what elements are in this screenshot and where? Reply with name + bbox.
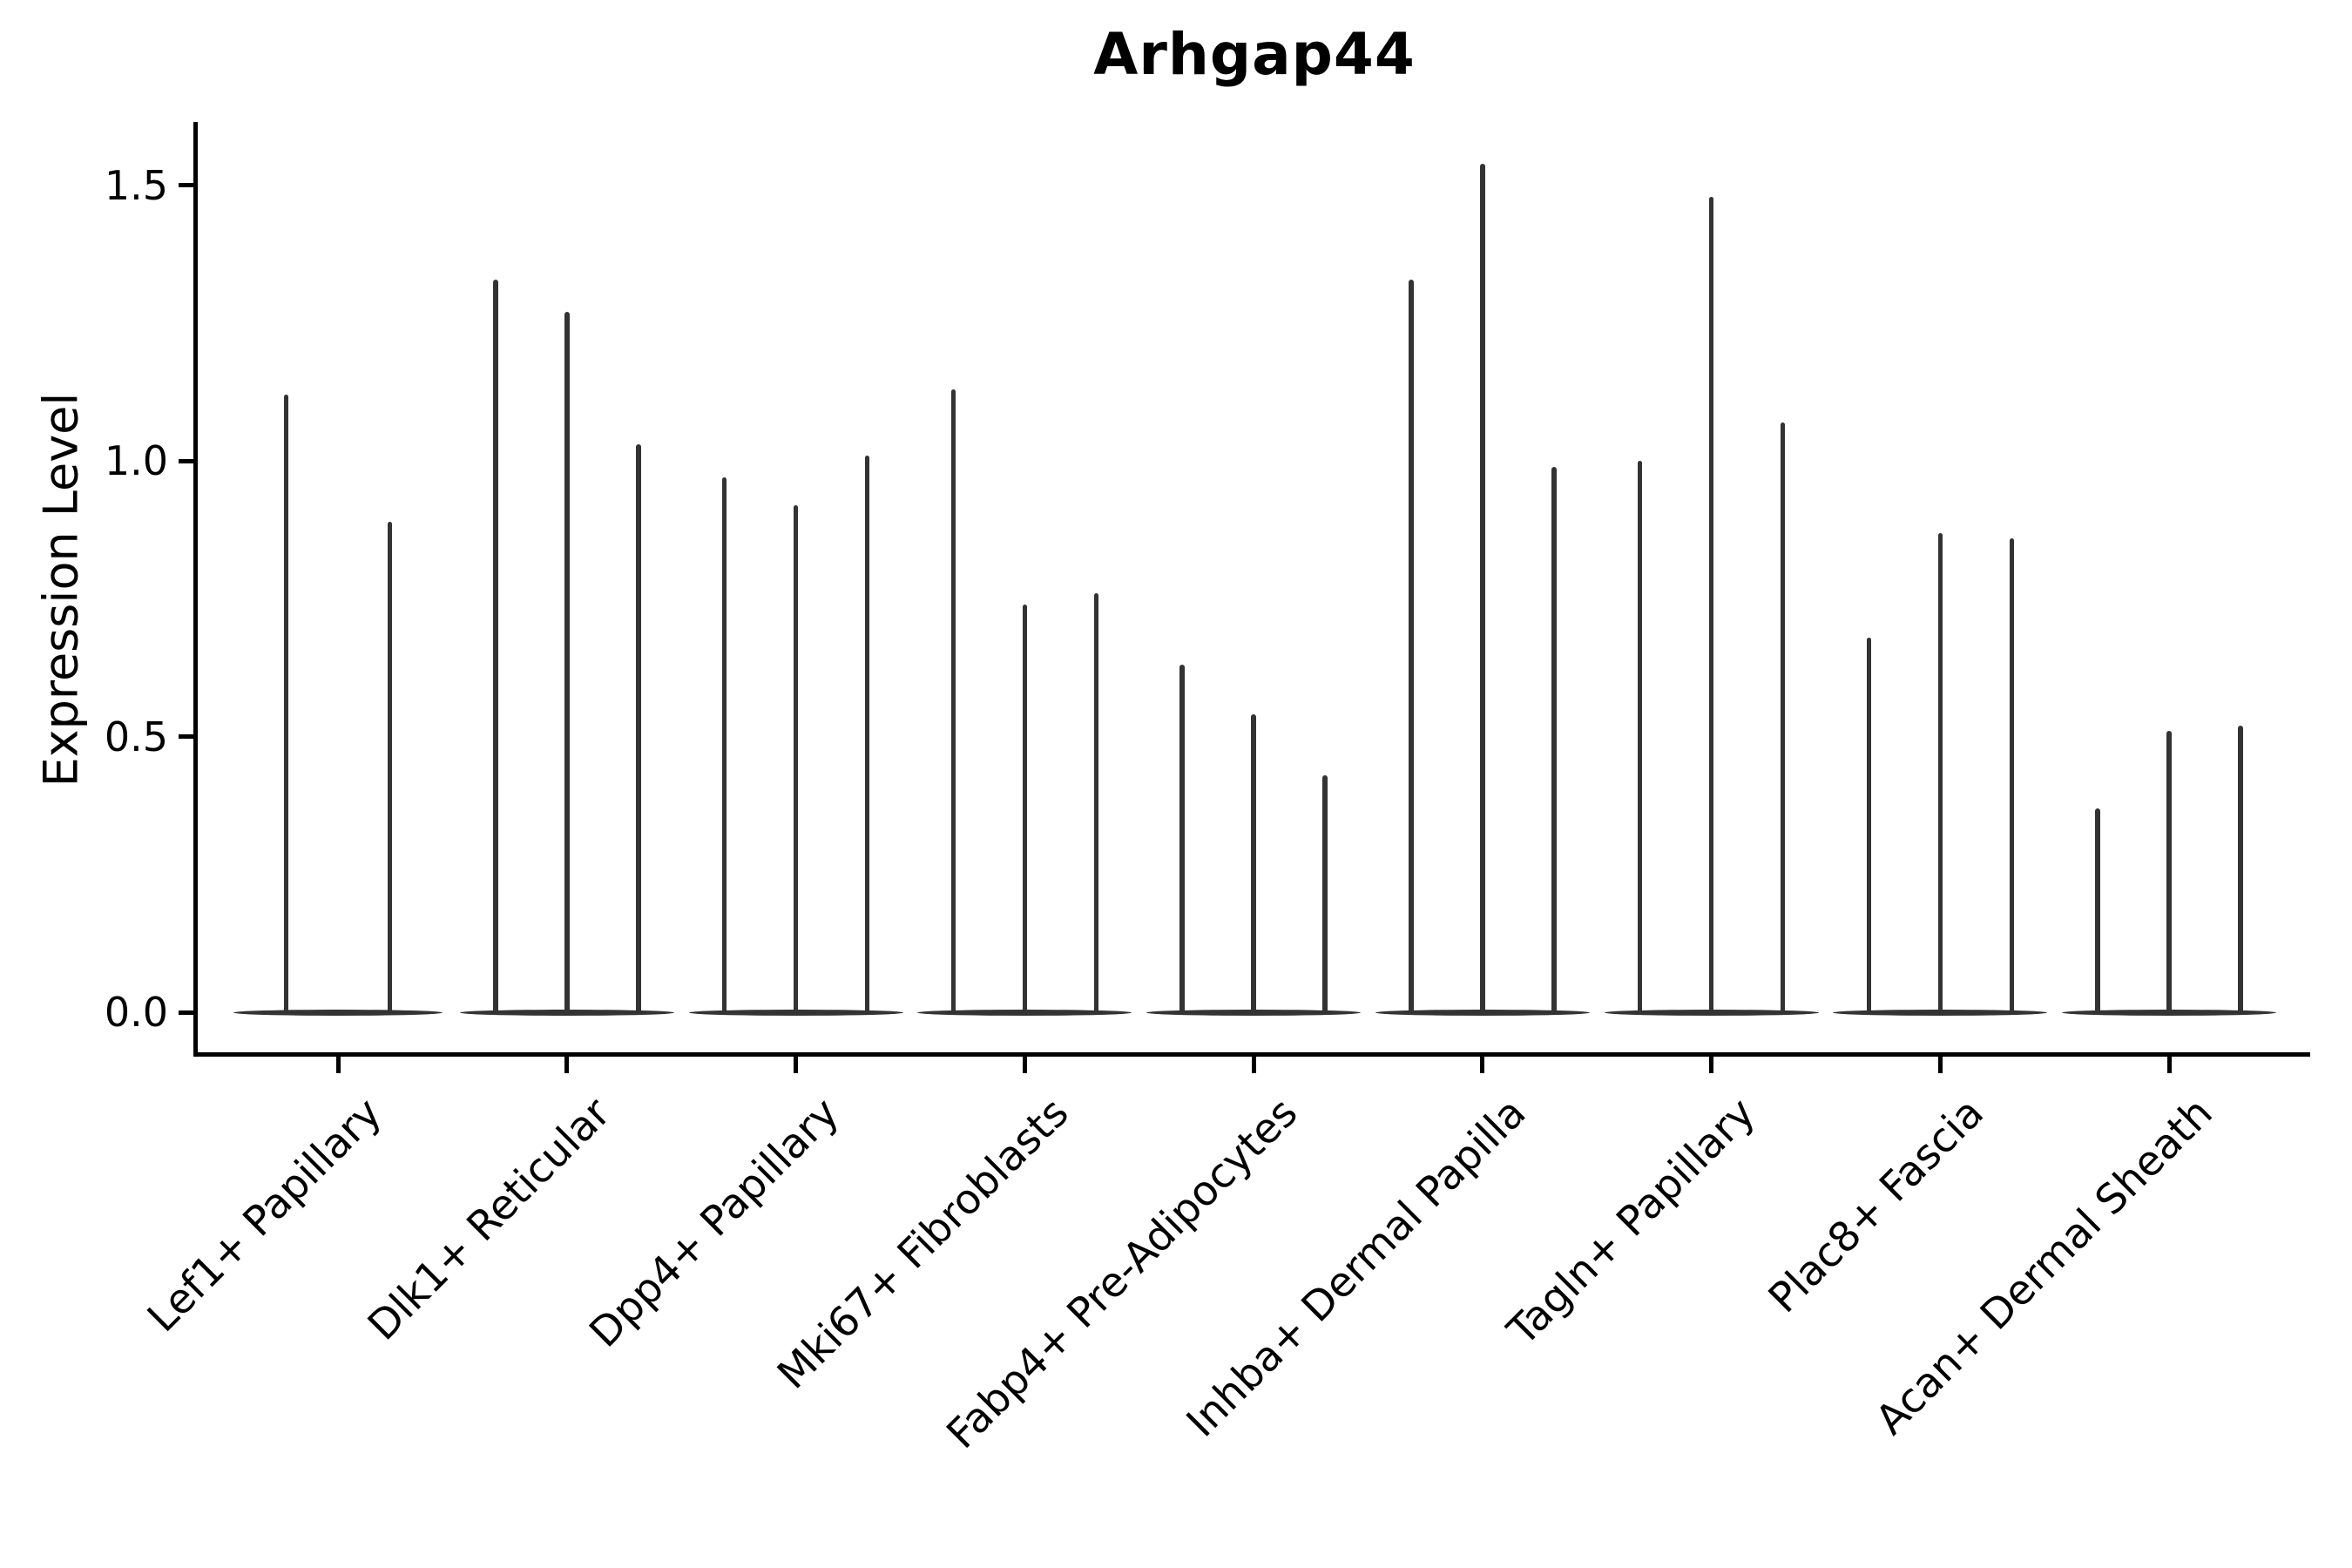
x-category-label: Dpp4+ Papillary	[580, 1089, 849, 1357]
violin-spike	[2095, 808, 2100, 1012]
violin-spike	[2238, 725, 2243, 1012]
violin-spike	[1937, 532, 1943, 1012]
x-category-label: Dlk1+ Reticular	[359, 1089, 620, 1350]
y-tick-mark	[179, 1010, 193, 1015]
x-category-label: Lef1+ Papillary	[138, 1089, 391, 1342]
y-tick-label: 0.5	[104, 713, 168, 760]
chart-title: Arhgap44	[1093, 21, 1416, 88]
violin-spike	[2009, 537, 2014, 1012]
x-tick-mark	[1022, 1057, 1027, 1073]
violin-spike	[1866, 637, 1871, 1012]
violin-spike	[283, 395, 289, 1012]
violin-spike	[721, 477, 727, 1012]
violin-base	[459, 1009, 674, 1016]
violin-spike	[1179, 665, 1185, 1012]
x-tick-mark	[2166, 1057, 2172, 1073]
violin-base	[2062, 1009, 2276, 1016]
violin-base	[1146, 1009, 1361, 1016]
x-tick-mark	[1251, 1057, 1256, 1073]
violin-spike	[1780, 422, 1786, 1012]
y-axis-spine	[193, 122, 198, 1057]
x-tick-mark	[335, 1057, 341, 1073]
violin-spike	[793, 504, 799, 1012]
y-tick-mark	[179, 183, 193, 188]
violin-base	[1375, 1009, 1590, 1016]
violin-spike	[387, 521, 393, 1012]
violin-spike	[1551, 466, 1557, 1012]
violin-spike	[1322, 774, 1328, 1012]
violin-spike	[1637, 461, 1643, 1012]
x-tick-mark	[794, 1057, 798, 1073]
x-tick-mark	[564, 1057, 570, 1073]
violin-base	[1604, 1009, 1819, 1016]
y-tick-mark	[179, 458, 193, 463]
violin-base	[688, 1009, 903, 1016]
violin-spike	[2166, 731, 2172, 1012]
violin-spike	[1022, 604, 1027, 1012]
violin-spike	[864, 455, 870, 1012]
y-tick-label: 1.5	[104, 161, 168, 209]
x-category-label: Plac8+ Fascia	[1760, 1089, 1994, 1322]
violin-base	[1833, 1009, 2048, 1016]
y-tick-label: 1.0	[104, 437, 168, 485]
violin-spike	[493, 279, 498, 1012]
violin-base	[917, 1009, 1132, 1016]
x-category-label: Tagln+ Papillary	[1498, 1089, 1765, 1355]
violin-spike	[1708, 196, 1714, 1012]
x-tick-mark	[1709, 1057, 1713, 1073]
violin-base	[233, 1009, 443, 1016]
violin-spike	[950, 389, 956, 1012]
violin-spike	[636, 444, 641, 1012]
violin-spike	[564, 312, 570, 1012]
violin-spike	[1480, 163, 1485, 1012]
y-tick-mark	[179, 734, 193, 740]
violin-spike	[1409, 279, 1414, 1012]
x-axis-spine	[193, 1052, 2310, 1057]
violin-spike	[1093, 593, 1098, 1012]
y-tick-label: 0.0	[104, 989, 168, 1036]
x-tick-mark	[1937, 1057, 1943, 1073]
x-tick-mark	[1480, 1057, 1485, 1073]
violin-spike	[1251, 714, 1256, 1012]
